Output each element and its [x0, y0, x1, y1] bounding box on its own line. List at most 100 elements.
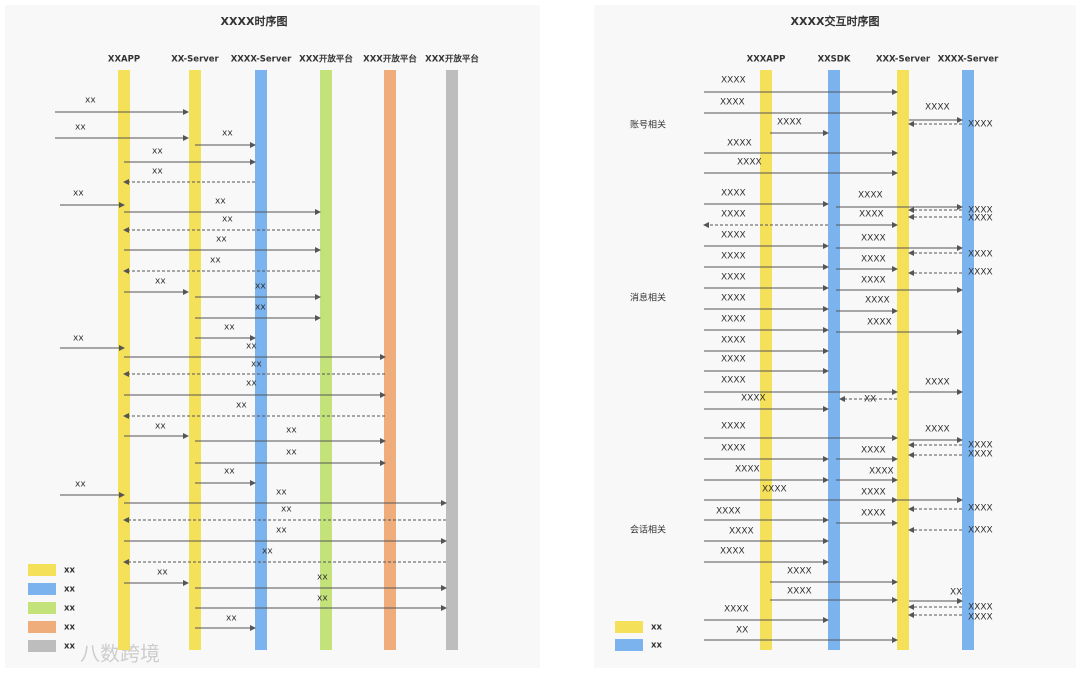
message-label: XX	[864, 395, 876, 405]
message-label: XXXX	[858, 191, 883, 201]
message-label: xx	[224, 467, 235, 477]
message-label: xx	[75, 480, 86, 490]
legend-label: xx	[64, 585, 75, 595]
legend-swatch	[28, 621, 56, 633]
message-label: XXXX	[861, 488, 886, 498]
message-label: XXXX	[861, 446, 886, 456]
message-label: xx	[222, 215, 233, 225]
message-label: XXXX	[721, 336, 746, 346]
legend-label: xx	[651, 623, 662, 633]
message-label: XXXX	[721, 355, 746, 365]
message-label: xx	[85, 96, 96, 106]
message-label: XXXX	[721, 210, 746, 220]
message-label: xx	[152, 167, 163, 177]
lifeline	[320, 70, 332, 650]
legend-label: xx	[64, 642, 75, 652]
message-label: XXXX	[721, 189, 746, 199]
lifeline	[962, 70, 974, 650]
message-label: xx	[157, 568, 168, 578]
message-label: xx	[246, 379, 257, 389]
message-label: XXXX	[867, 318, 892, 328]
message-label: XXXX	[737, 158, 762, 168]
group-label: 账号相关	[630, 119, 666, 131]
message-label: XX	[950, 588, 962, 598]
message-label: XXXX	[861, 255, 886, 265]
message-label: XXXX	[925, 425, 950, 435]
lifeline-label: XXX-Server	[876, 55, 931, 65]
legend-label: xx	[651, 641, 662, 651]
message-label: xx	[226, 614, 237, 624]
message-label: XXXX	[968, 603, 993, 613]
left-title: XXXX时序图	[221, 14, 288, 28]
message-label: XXXX	[721, 76, 746, 86]
message-label: XXXX	[925, 103, 950, 113]
message-label: xx	[210, 256, 221, 266]
message-label: xx	[152, 147, 163, 157]
message-label: xx	[215, 197, 226, 207]
message-label: xx	[251, 360, 262, 370]
message-label: XXXX	[968, 214, 993, 224]
lifeline-label: XXXX-Server	[938, 55, 999, 65]
lifeline-label: XXSDK	[818, 55, 851, 65]
message-label: xx	[276, 526, 287, 536]
legend-swatch	[28, 583, 56, 595]
message-label: XXXX	[925, 378, 950, 388]
message-label: XXXX	[721, 376, 746, 386]
message-label: XXXX	[727, 139, 752, 149]
legend-swatch	[28, 564, 56, 576]
lifeline	[255, 70, 267, 650]
lifeline	[446, 70, 458, 650]
message-label: XXXX	[861, 234, 886, 244]
message-label: XXXX	[721, 315, 746, 325]
lifeline-label: XX-Server	[171, 55, 219, 65]
legend-swatch	[615, 639, 643, 651]
message-label: xx	[216, 235, 227, 245]
message-label: XXXX	[865, 296, 890, 306]
message-label: xx	[255, 282, 266, 292]
lifeline-label: XXXAPP	[747, 55, 786, 65]
message-label: XXXX	[721, 422, 746, 432]
message-label: XXXX	[968, 504, 993, 514]
lifeline	[118, 70, 130, 650]
message-label: xx	[222, 129, 233, 139]
lifeline	[760, 70, 772, 650]
message-label: XXXX	[869, 467, 894, 477]
message-label: xx	[236, 401, 247, 411]
message-label: XXXX	[762, 485, 787, 495]
group-label: 消息相关	[630, 292, 666, 304]
message-label: XXXX	[777, 118, 802, 128]
message-label: xx	[155, 277, 166, 287]
message-label: XXXX	[721, 294, 746, 304]
message-label: XXXX	[735, 465, 760, 475]
message-label: XXXX	[859, 210, 884, 220]
message-label: XXXX	[721, 273, 746, 283]
message-label: XXXX	[968, 268, 993, 278]
message-label: XXXX	[787, 567, 812, 577]
message-label: XXXX	[968, 206, 993, 216]
message-label: XXXX	[968, 526, 993, 536]
legend-label: xx	[64, 623, 75, 633]
message-label: XXXX	[968, 120, 993, 130]
legend-swatch	[615, 621, 643, 633]
message-label: XXXX	[720, 547, 745, 557]
lifeline	[189, 70, 201, 650]
message-label: XXXX	[720, 98, 745, 108]
lifeline-label: XXXX-Server	[231, 55, 292, 65]
legend-swatch	[28, 602, 56, 614]
message-label: XXXX	[741, 394, 766, 404]
message-label: xx	[286, 448, 297, 458]
lifeline	[897, 70, 909, 650]
message-label: xx	[224, 323, 235, 333]
lifeline-label: XXX开放平台	[363, 54, 417, 65]
lifeline-label: XXX开放平台	[425, 54, 479, 65]
message-label: XXXX	[721, 444, 746, 454]
message-label: xx	[75, 123, 86, 133]
lifeline	[384, 70, 396, 650]
message-label: xx	[155, 422, 166, 432]
message-label: XXXX	[968, 441, 993, 451]
lifeline	[828, 70, 840, 650]
message-label: xx	[73, 189, 84, 199]
message-label: XXXX	[968, 250, 993, 260]
message-label: xx	[73, 334, 84, 344]
message-label: xx	[255, 303, 266, 313]
